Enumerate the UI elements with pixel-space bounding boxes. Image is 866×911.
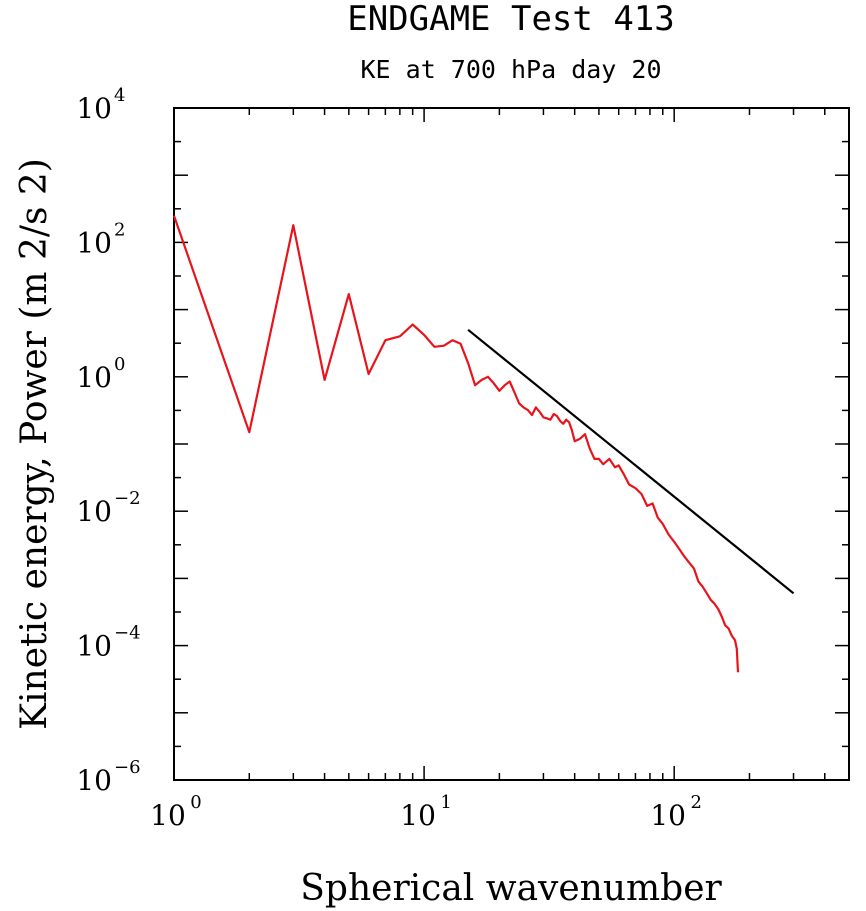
y-tick-label: 10 [76,92,112,125]
y-tick-label: 10 [76,630,112,663]
y-tick-label: 10 [76,361,112,394]
y-tick-label-exponent: −4 [114,623,141,644]
chart-title: ENDGAME Test 413 [347,0,675,39]
ke-spectrum-line [172,215,740,673]
x-tick-label-exponent: 2 [690,792,701,813]
y-tick-label-exponent: 4 [114,85,125,106]
y-axis-label: Kinetic energy, Power (m 2/s 2) [14,158,55,730]
x-tick-label-exponent: 0 [190,792,201,813]
reference-slope-line [467,328,795,595]
x-tick-label: 10 [400,799,436,832]
y-tick-label-exponent: 0 [114,354,125,375]
y-tick-label: 10 [76,764,112,797]
y-tick-label: 10 [76,495,112,528]
x-tick-label-exponent: 1 [440,792,451,813]
y-tick-label: 10 [76,226,112,259]
x-tick-label: 10 [650,799,686,832]
plot-frame [173,107,850,781]
series-layer [172,215,795,673]
x-axis-label: Spherical wavenumber [300,868,722,909]
axis-ticks [173,107,850,781]
y-tick-label-exponent: −2 [114,488,141,509]
axis-tick-labels: 10 0 10 1 10 210 410 210 010 −210 −410 −6 [76,85,702,832]
y-tick-label-exponent: −6 [114,757,141,778]
x-tick-label: 10 [150,799,186,832]
y-tick-label-exponent: 2 [114,219,125,240]
chart-subtitle: KE at 700 hPa day 20 [360,55,661,84]
